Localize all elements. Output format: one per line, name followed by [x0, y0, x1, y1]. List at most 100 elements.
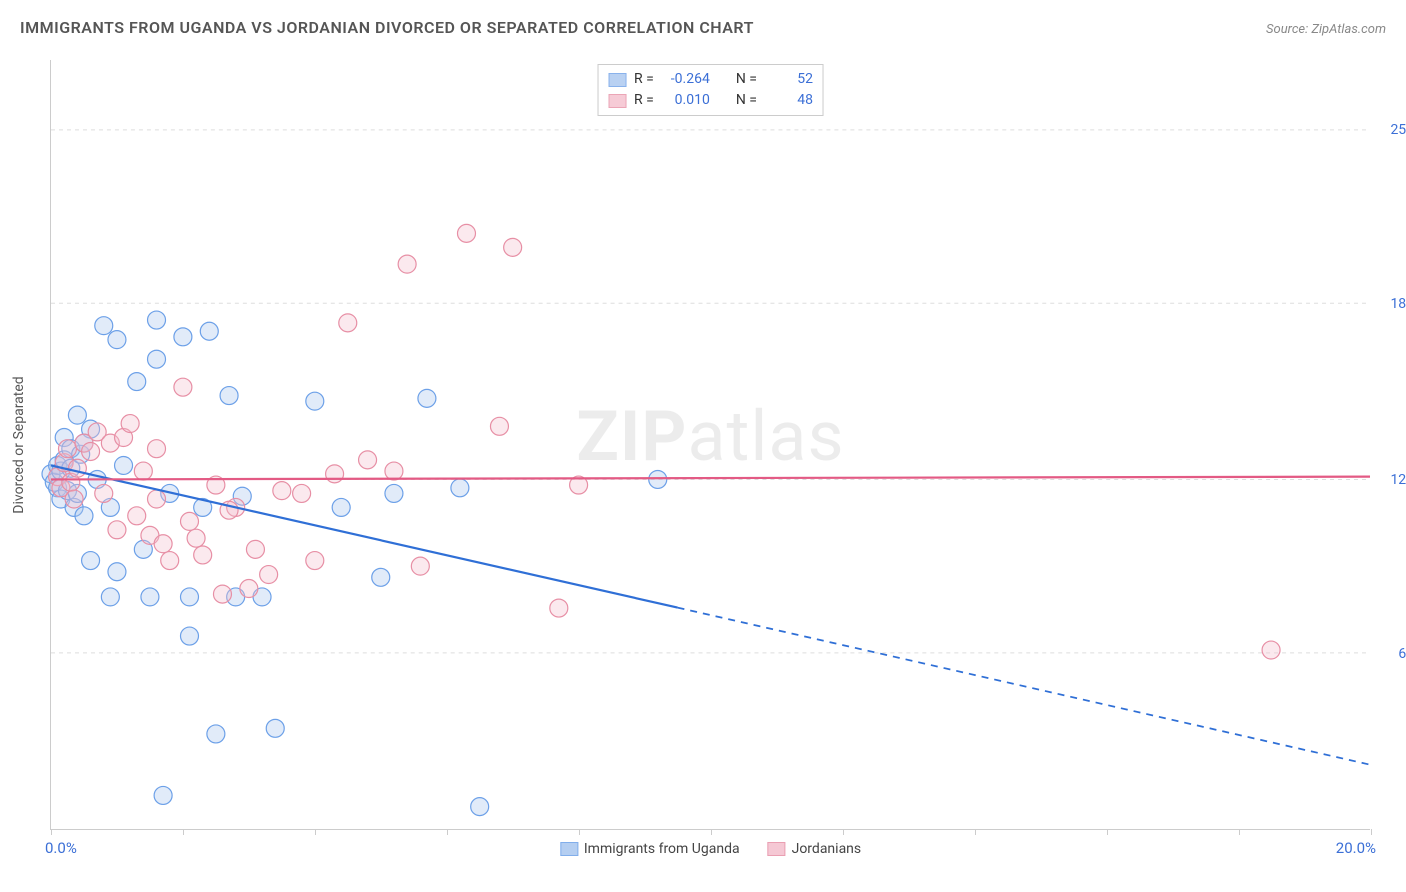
data-point [141, 588, 159, 606]
data-point [148, 311, 166, 329]
data-point [213, 585, 231, 603]
x-tick [1371, 829, 1372, 835]
data-point [68, 406, 86, 424]
x-axis-min-label: 0.0% [45, 839, 77, 857]
data-point [58, 440, 76, 458]
y-axis-title: Divorced or Separated [11, 376, 27, 513]
legend-r-value: -0.264 [662, 69, 710, 90]
data-point [649, 470, 667, 488]
series-legend-label: Jordanians [792, 841, 862, 857]
data-point [121, 415, 139, 433]
x-tick [843, 829, 844, 835]
data-point [101, 588, 119, 606]
data-point [181, 512, 199, 530]
plot-area: Divorced or Separated ZIPatlas 6.3%12.5%… [50, 60, 1370, 830]
data-point [457, 224, 475, 242]
data-point [372, 568, 390, 586]
data-point [68, 459, 86, 477]
correlation-legend: R = -0.264 N = 52 R = 0.010 N = 48 [597, 64, 824, 116]
series-legend-item: Immigrants from Uganda [560, 841, 740, 857]
data-point [181, 627, 199, 645]
data-point [148, 440, 166, 458]
data-point [306, 552, 324, 570]
data-point [128, 373, 146, 391]
data-point [148, 350, 166, 368]
data-point [240, 580, 258, 598]
data-point [411, 557, 429, 575]
data-point [504, 238, 522, 256]
data-point [339, 314, 357, 332]
data-point [293, 484, 311, 502]
data-point [385, 462, 403, 480]
data-point [266, 719, 284, 737]
legend-n-value: 52 [765, 69, 813, 90]
source-attribution: Source: ZipAtlas.com [1266, 22, 1386, 37]
data-point [108, 563, 126, 581]
data-point [95, 484, 113, 502]
source-label: Source: [1266, 22, 1311, 37]
x-tick [1107, 829, 1108, 835]
data-point [490, 417, 508, 435]
data-point [148, 490, 166, 508]
legend-n-label: N = [736, 90, 757, 111]
y-tick-label: 18.8% [1378, 296, 1406, 312]
data-point [471, 798, 489, 816]
x-tick [975, 829, 976, 835]
source-name: ZipAtlas.com [1311, 22, 1386, 37]
series-legend-item: Jordanians [768, 841, 862, 857]
data-point [128, 507, 146, 525]
plot-svg [51, 60, 1370, 829]
y-tick-label: 25.0% [1378, 122, 1406, 138]
x-tick [51, 829, 52, 835]
data-point [187, 529, 205, 547]
data-point [385, 484, 403, 502]
data-point [332, 498, 350, 516]
data-point [200, 322, 218, 340]
data-point [194, 546, 212, 564]
legend-r-label: R = [634, 90, 654, 111]
legend-n-label: N = [736, 69, 757, 90]
data-point [1262, 641, 1280, 659]
data-point [154, 535, 172, 553]
legend-r-value: 0.010 [662, 90, 710, 111]
data-point [418, 389, 436, 407]
data-point [82, 552, 100, 570]
y-tick-label: 12.5% [1378, 472, 1406, 488]
data-point [115, 456, 133, 474]
series-legend-label: Immigrants from Uganda [584, 841, 740, 857]
data-point [174, 378, 192, 396]
legend-swatch [768, 842, 786, 856]
x-tick [183, 829, 184, 835]
y-tick-label: 6.3% [1378, 646, 1406, 662]
data-point [246, 540, 264, 558]
data-point [75, 507, 93, 525]
data-point [95, 317, 113, 335]
data-point [398, 255, 416, 273]
data-point [207, 725, 225, 743]
data-point [161, 552, 179, 570]
chart-title: IMMIGRANTS FROM UGANDA VS JORDANIAN DIVO… [20, 18, 754, 37]
data-point [108, 331, 126, 349]
legend-corr-row: R = 0.010 N = 48 [608, 90, 813, 111]
data-point [154, 786, 172, 804]
legend-r-label: R = [634, 69, 654, 90]
data-point [273, 482, 291, 500]
data-point [326, 465, 344, 483]
data-point [550, 599, 568, 617]
data-point [220, 387, 238, 405]
data-point [82, 443, 100, 461]
x-tick [1239, 829, 1240, 835]
legend-swatch [608, 94, 626, 108]
data-point [65, 490, 83, 508]
x-tick [447, 829, 448, 835]
legend-corr-row: R = -0.264 N = 52 [608, 69, 813, 90]
data-point [174, 328, 192, 346]
regression-line-extrapolated [678, 608, 1370, 765]
legend-swatch [560, 842, 578, 856]
legend-n-value: 48 [765, 90, 813, 111]
x-axis-max-label: 20.0% [1336, 839, 1376, 857]
data-point [306, 392, 324, 410]
legend-swatch [608, 73, 626, 87]
x-tick [315, 829, 316, 835]
x-tick [711, 829, 712, 835]
